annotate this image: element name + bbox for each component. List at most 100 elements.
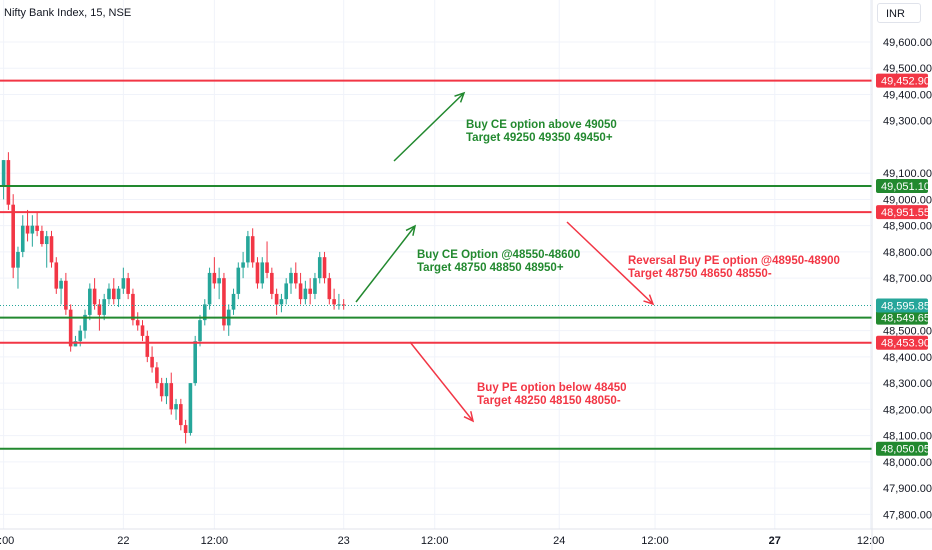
candle-body xyxy=(284,283,289,300)
candle-body xyxy=(293,272,298,284)
candle-body xyxy=(250,236,255,263)
annotation-line: Buy CE Option @48550-48600 xyxy=(417,249,580,261)
candle-body xyxy=(88,288,92,315)
price-tick-label: 48,900.00 xyxy=(883,221,932,233)
trend-arrows[interactable] xyxy=(355,91,655,423)
price-tag xyxy=(876,441,928,456)
price-tag-label: 48,050.05 xyxy=(881,444,930,456)
candle-body xyxy=(116,288,121,300)
price-tick-label: 48,800.00 xyxy=(883,247,932,259)
symbol-title: Nifty Bank Index, 15, NSE xyxy=(4,7,132,19)
candle-body xyxy=(279,299,284,305)
time-tick-label: 12:00 xyxy=(421,535,449,547)
candle-body xyxy=(231,293,236,310)
candle-body xyxy=(255,262,260,284)
price-tick-label: 48,000.00 xyxy=(883,457,932,469)
candle-body xyxy=(270,272,274,294)
candle-body xyxy=(341,304,346,306)
time-tick-label: 22 xyxy=(117,535,129,547)
time-tick-label: 24 xyxy=(553,535,565,547)
candle-body xyxy=(140,325,145,336)
candle-body xyxy=(40,230,44,245)
price-tag-label: 49,452.90 xyxy=(881,76,930,88)
candle-body xyxy=(159,383,164,397)
candle-body xyxy=(73,341,78,347)
candle-body xyxy=(246,236,250,263)
candle-body xyxy=(49,236,54,263)
annotation-line: Buy PE option below 48450 xyxy=(477,382,627,394)
candle-body xyxy=(131,293,135,321)
price-tick-label: 49,400.00 xyxy=(883,89,932,101)
candle-body xyxy=(207,272,212,305)
trend-arrow[interactable] xyxy=(355,225,416,303)
candle-body xyxy=(217,278,221,284)
candle-body xyxy=(188,383,193,433)
arrow-head xyxy=(405,224,417,236)
time-tick-label: 12:00 xyxy=(201,535,229,547)
trend-arrow[interactable] xyxy=(566,221,654,305)
price-tag xyxy=(876,179,928,194)
chart-grid xyxy=(0,0,872,529)
price-tag-label: 48,595.85 xyxy=(881,300,930,312)
time-tick-label: 27 xyxy=(769,535,781,547)
candle-body xyxy=(236,267,241,294)
price-tick-label: 48,400.00 xyxy=(883,352,932,364)
currency-selector[interactable]: INR xyxy=(877,3,921,23)
candle-body xyxy=(102,299,106,315)
annotation-line: Target 48750 48850 48950+ xyxy=(417,262,564,274)
candle-body xyxy=(111,288,116,300)
price-tag-label: 48,453.90 xyxy=(881,338,930,350)
trend-arrow[interactable] xyxy=(393,92,465,162)
price-tick-label: 47,900.00 xyxy=(883,483,932,495)
candle-body xyxy=(30,225,35,234)
annotation-line: Target 48250 48150 48050- xyxy=(477,395,621,407)
candle-body xyxy=(155,367,159,384)
candle-body xyxy=(265,262,269,273)
candle-body xyxy=(317,257,322,279)
candle-body xyxy=(83,314,87,331)
price-tag-label: 49,051.10 xyxy=(881,181,930,193)
price-axis[interactable]: 49,600.00 49,500.00 49,400.00 49,300.00 49,1… xyxy=(883,37,932,521)
candle-body xyxy=(16,251,20,268)
price-tick-label: 49,100.00 xyxy=(883,168,932,180)
time-axis[interactable]: 2:002212:002312:002412:002712:002812:002… xyxy=(0,535,932,547)
candle-body xyxy=(337,304,341,306)
candle-body xyxy=(145,335,150,357)
time-tick-label: 23 xyxy=(338,535,350,547)
candle-body xyxy=(11,204,15,268)
price-tag xyxy=(876,298,928,313)
candle-body xyxy=(193,341,197,384)
price-tick-label: 48,200.00 xyxy=(883,404,932,416)
candle-body xyxy=(332,299,336,305)
candle-body xyxy=(107,288,111,300)
candle-body xyxy=(308,288,312,294)
candle-body xyxy=(322,257,327,279)
candle-body xyxy=(44,236,49,245)
horizontal-levels[interactable] xyxy=(0,79,872,450)
candle-body xyxy=(313,278,317,294)
price-tick-label: 48,700.00 xyxy=(883,273,932,285)
annotation-line: Buy CE option above 49050 xyxy=(466,119,617,131)
candle-body xyxy=(126,278,130,294)
price-tick-label: 48,100.00 xyxy=(883,431,932,443)
price-tag-label: 48,951.55 xyxy=(881,207,930,219)
price-tag xyxy=(876,205,928,220)
candle-body xyxy=(54,262,59,289)
trend-arrow[interactable] xyxy=(409,341,474,422)
candle-body xyxy=(68,309,73,347)
candle-body xyxy=(241,262,245,268)
candle-body xyxy=(1,160,6,187)
candle-body xyxy=(174,404,178,410)
price-tag xyxy=(876,73,928,88)
candle-body xyxy=(20,225,25,252)
time-tick-label: 12:00 xyxy=(641,535,669,547)
candle-body xyxy=(183,425,188,433)
time-tick-label: 12:00 xyxy=(857,535,885,547)
price-tag-label: 48,549.65 xyxy=(881,313,930,325)
candle-body xyxy=(289,272,293,284)
price-tick-label: 48,500.00 xyxy=(883,326,932,338)
candle-body xyxy=(6,160,11,205)
price-tag xyxy=(876,310,928,325)
candle-body xyxy=(198,320,202,342)
